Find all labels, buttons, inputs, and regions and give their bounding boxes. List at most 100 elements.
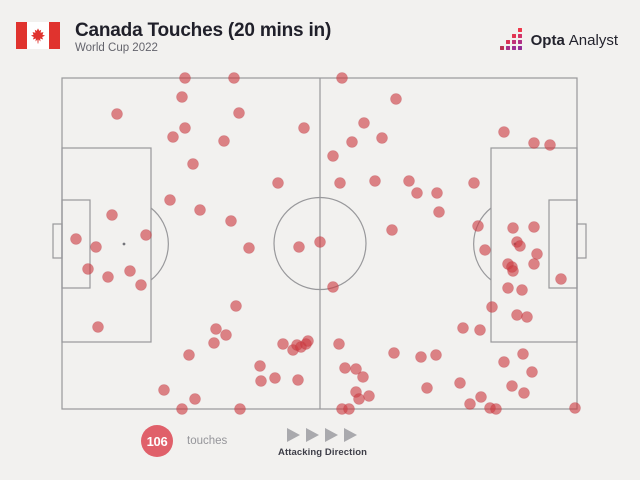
touch-dot (528, 258, 540, 270)
touch-dot (164, 194, 176, 206)
touch-dot (333, 338, 345, 350)
touch-dot (336, 72, 348, 84)
touch-dot (468, 177, 480, 189)
touch-dots-layer (70, 72, 581, 415)
page-title: Canada Touches (20 mins in) (75, 20, 332, 41)
touch-dot (403, 175, 415, 187)
touch-dot (454, 377, 466, 389)
opta-bar-square (505, 46, 510, 50)
logo-text-opta: Opta (530, 31, 565, 49)
touch-dot (208, 337, 220, 349)
touch-dot (353, 393, 365, 405)
touch-dot (472, 220, 484, 232)
touch-dot (233, 107, 245, 119)
maple-leaf-icon (30, 27, 46, 44)
touch-dot (514, 240, 526, 252)
opta-bar-square (511, 34, 516, 38)
left-goal (52, 223, 63, 259)
touch-dot (464, 398, 476, 410)
touch-dot (526, 366, 538, 378)
touch-dot (102, 271, 114, 283)
touch-dot (498, 356, 510, 368)
touch-dot (507, 265, 519, 277)
touch-dot (569, 402, 581, 414)
opta-bar-square (517, 28, 522, 32)
touch-dot (518, 387, 530, 399)
touch-dot (486, 301, 498, 313)
touch-dot (521, 311, 533, 323)
touch-dot (430, 349, 442, 361)
touch-dot (92, 321, 104, 333)
touch-dot (277, 338, 289, 350)
touch-dot (528, 137, 540, 149)
touch-dot (346, 136, 358, 148)
touch-dot (234, 403, 246, 415)
touch-dot (272, 177, 284, 189)
touch-dot (255, 375, 267, 387)
touch-dot (376, 132, 388, 144)
touch-dot (243, 242, 255, 254)
touch-dot (431, 187, 443, 199)
center-circle (273, 196, 367, 291)
touch-dot (358, 117, 370, 129)
touch-count-label: touches (187, 435, 228, 447)
pitch-markings (52, 77, 587, 410)
touch-dot (218, 135, 230, 147)
touch-dot (433, 206, 445, 218)
touch-dot (544, 139, 556, 151)
touch-dot (517, 348, 529, 360)
flag-white-center (27, 22, 49, 49)
touch-dot (225, 215, 237, 227)
touch-dot (292, 374, 304, 386)
right-penalty-arc (473, 207, 492, 281)
touch-dot (327, 281, 339, 293)
touch-dot (302, 335, 314, 347)
touch-dot (179, 72, 191, 84)
touch-dot (369, 175, 381, 187)
touch-dot (507, 222, 519, 234)
touch-dot (339, 362, 351, 374)
opta-bar-square (517, 40, 522, 44)
touch-dot (415, 351, 427, 363)
touch-dot (528, 221, 540, 233)
touch-dot (298, 122, 310, 134)
right-penalty-area (490, 147, 578, 343)
touch-dot (228, 72, 240, 84)
touch-dot (167, 131, 179, 143)
touch-dot (475, 391, 487, 403)
left-penalty-area (61, 147, 152, 343)
attacking-direction-arrow-icon (344, 428, 357, 442)
left-penalty-spot (122, 242, 126, 246)
touch-dot (158, 384, 170, 396)
right-goal (576, 223, 587, 259)
opta-bar-square (517, 46, 522, 50)
opta-bar-square (511, 40, 516, 44)
opta-bar-square (505, 40, 510, 44)
touch-dot (457, 322, 469, 334)
touch-dot (82, 263, 94, 275)
attacking-direction-label: Attacking Direction (278, 447, 367, 458)
touch-dot (511, 309, 523, 321)
touch-dot (327, 150, 339, 162)
touch-dot (357, 371, 369, 383)
touch-dot (269, 372, 281, 384)
touch-dot (210, 323, 222, 335)
touch-dot (474, 324, 486, 336)
touch-count-badge: 106 (141, 425, 173, 457)
touch-dot (230, 300, 242, 312)
touch-dot (421, 382, 433, 394)
opta-analyst-wordmark: Opta Analyst (531, 32, 618, 49)
page-subtitle: World Cup 2022 (75, 42, 158, 54)
opta-analyst-logo: Opta Analyst (499, 28, 618, 52)
touch-dot (502, 282, 514, 294)
touch-dot (531, 248, 543, 260)
touch-dot (106, 209, 118, 221)
touch-dot (363, 390, 375, 402)
touch-dot (479, 244, 491, 256)
touch-dot (176, 403, 188, 415)
touch-dot (388, 347, 400, 359)
touch-dot (293, 241, 305, 253)
touch-dot (189, 393, 201, 405)
touch-dot (334, 177, 346, 189)
canada-flag (16, 22, 60, 49)
